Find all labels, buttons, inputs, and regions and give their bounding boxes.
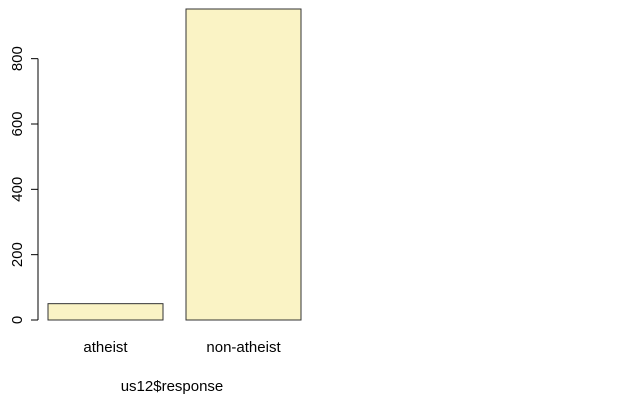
y-tick-label: 800 <box>9 46 26 71</box>
x-tick-label: atheist <box>83 339 128 356</box>
y-tick-label: 200 <box>9 242 26 267</box>
y-tick-label: 0 <box>9 316 26 324</box>
x-axis-title: us12$response <box>121 378 224 395</box>
y-axis: 0 200 400 600 800 <box>9 46 39 324</box>
x-axis-labels: atheist non-atheist <box>83 339 281 356</box>
y-tick-label: 400 <box>9 177 26 202</box>
x-tick-label: non-atheist <box>206 339 281 356</box>
bar-atheist <box>47 303 164 321</box>
y-tick-label: 600 <box>9 111 26 136</box>
bars <box>47 8 302 321</box>
bar-non-atheist <box>185 8 302 321</box>
